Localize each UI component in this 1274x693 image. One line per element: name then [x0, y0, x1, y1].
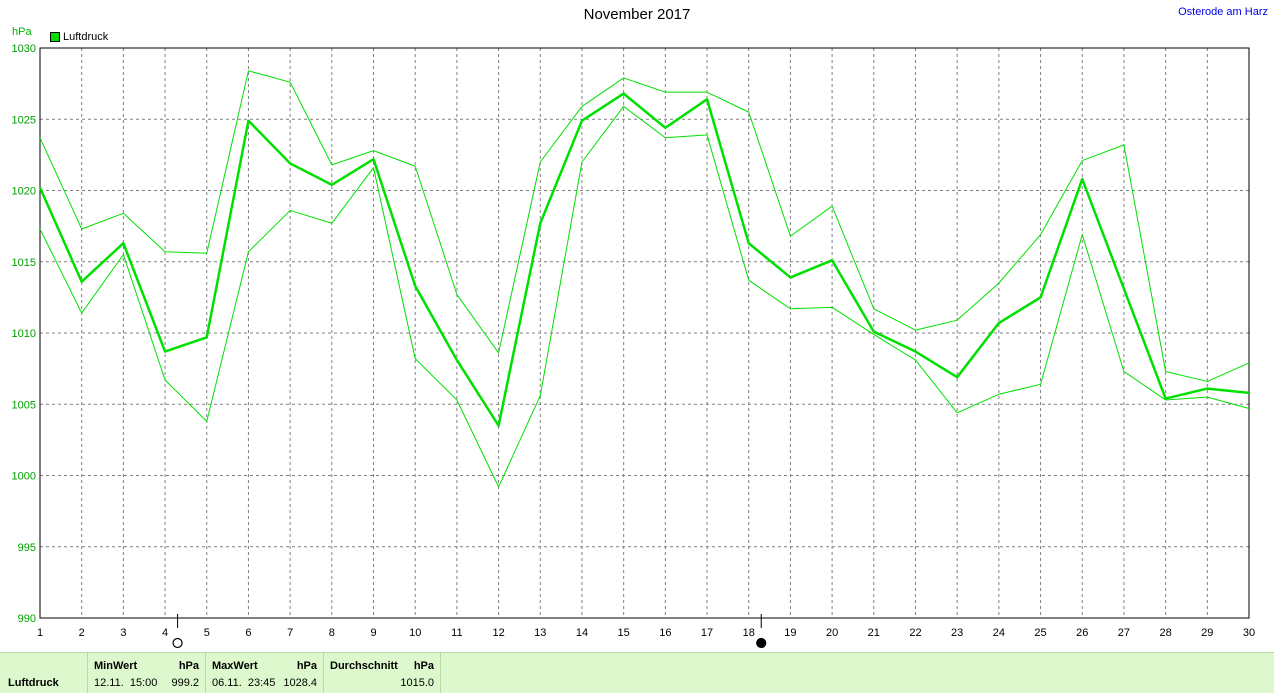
series-line-max	[39, 70, 1250, 382]
chart-title: November 2017	[583, 6, 691, 23]
avg-unit: hPa	[413, 660, 434, 672]
x-tick-label: 20	[826, 627, 838, 639]
legend: Luftdruck	[50, 31, 108, 43]
x-tick-label: 30	[1243, 627, 1255, 639]
max-cell: MaxWert hPa 06.11. 23:45 1028.4	[206, 653, 324, 693]
full-moon-icon	[172, 637, 183, 649]
x-tick-label: 22	[909, 627, 921, 639]
x-tick-label: 19	[784, 627, 796, 639]
min-cell: MinWert hPa 12.11. 15:00 999.2	[88, 653, 206, 693]
max-header: MaxWert	[212, 660, 258, 672]
y-tick-label: 995	[18, 542, 36, 554]
x-tick-label: 6	[245, 627, 251, 639]
x-tick-label: 26	[1076, 627, 1088, 639]
x-tick-label: 1	[37, 627, 43, 639]
x-tick-label: 12	[492, 627, 504, 639]
x-tick-label: 15	[618, 627, 630, 639]
x-tick-label: 23	[951, 627, 963, 639]
x-tick-label: 10	[409, 627, 421, 639]
x-tick-label: 24	[993, 627, 1005, 639]
x-tick-label: 25	[1034, 627, 1046, 639]
min-time: 12.11. 15:00	[94, 677, 158, 689]
new-moon-icon	[756, 637, 767, 649]
y-unit-label: hPa	[12, 26, 32, 38]
summary-label-cell: Luftdruck	[0, 653, 88, 693]
x-tick-label: 7	[287, 627, 293, 639]
x-tick-label: 5	[204, 627, 210, 639]
max-value: 1028.4	[283, 677, 317, 689]
x-tick-label: 11	[451, 627, 462, 639]
summary-footer: Luftdruck MinWert hPa 12.11. 15:00 999.2…	[0, 652, 1274, 693]
min-header: MinWert	[94, 660, 138, 672]
y-tick-label: 1020	[12, 186, 36, 198]
legend-label: Luftdruck	[63, 31, 109, 43]
location-label: Osterode am Harz	[1178, 6, 1268, 18]
y-tick-label: 1005	[12, 399, 36, 411]
x-tick-label: 16	[659, 627, 671, 639]
y-tick-label: 1025	[12, 114, 36, 126]
x-tick-label: 9	[370, 627, 376, 639]
x-tick-label: 17	[701, 627, 713, 639]
y-tick-label: 1000	[12, 471, 36, 483]
avg-cell: Durchschnitt hPa 1015.0	[324, 653, 441, 693]
y-tick-label: 1030	[12, 43, 36, 55]
summary-label: Luftdruck	[8, 677, 59, 689]
x-tick-label: 29	[1201, 627, 1213, 639]
y-tick-label: 1010	[12, 328, 36, 340]
x-tick-label: 28	[1159, 627, 1171, 639]
x-tick-label: 8	[329, 627, 335, 639]
series-line-min	[39, 105, 1250, 488]
legend-swatch	[50, 32, 60, 42]
avg-value: 1015.0	[400, 677, 434, 689]
x-tick-label: 3	[120, 627, 126, 639]
x-tick-label: 4	[162, 627, 168, 639]
min-value: 999.2	[171, 677, 199, 689]
avg-header: Durchschnitt	[330, 660, 398, 672]
max-unit: hPa	[296, 660, 317, 672]
x-tick-label: 18	[743, 627, 755, 639]
max-time: 06.11. 23:45	[212, 677, 276, 689]
x-tick-label: 14	[576, 627, 588, 639]
y-tick-label: 1015	[12, 257, 36, 269]
y-tick-label: 990	[18, 613, 36, 625]
x-tick-label: 21	[868, 627, 880, 639]
x-tick-label: 27	[1118, 627, 1130, 639]
min-unit: hPa	[178, 660, 199, 672]
series-line-mean	[38, 92, 1250, 427]
plot-frame	[39, 47, 1250, 619]
x-tick-label: 2	[79, 627, 85, 639]
x-tick-label: 13	[534, 627, 546, 639]
